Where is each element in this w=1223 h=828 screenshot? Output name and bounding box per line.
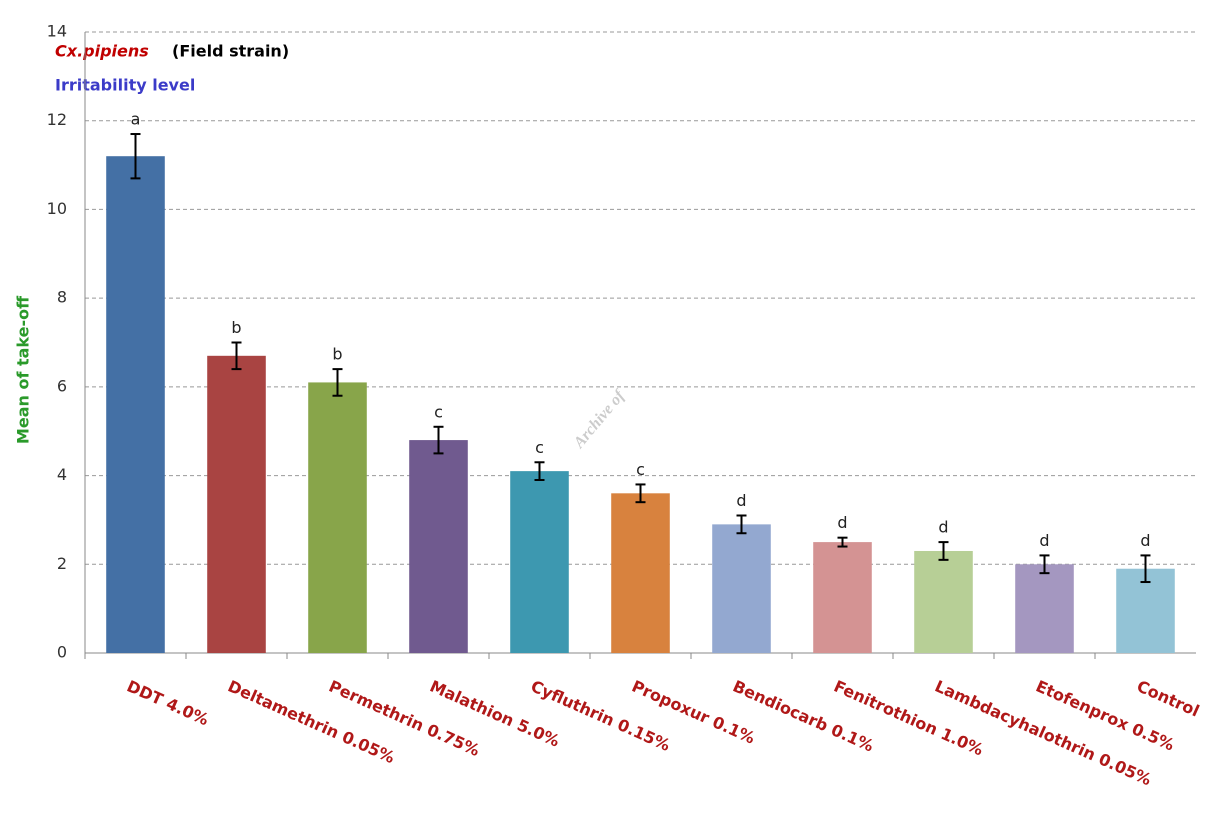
bar (106, 156, 165, 653)
bar (1015, 564, 1074, 653)
watermark: Archive of (570, 386, 629, 452)
letter-label: c (535, 438, 544, 457)
letter-label: c (636, 460, 645, 479)
letter-label: b (332, 345, 342, 364)
bar (611, 493, 670, 653)
bar (207, 355, 266, 653)
bar (813, 542, 872, 653)
y-tick-label: 8 (57, 288, 67, 307)
y-tick-label: 14 (47, 22, 67, 41)
heading: Irritability level (55, 76, 195, 95)
bar (914, 550, 973, 653)
chart-title: Cx.pipiens (55, 42, 149, 61)
bar (510, 471, 569, 653)
y-tick-label: 10 (47, 199, 67, 218)
letter-label: c (434, 402, 443, 421)
y-tick-label: 12 (47, 110, 67, 129)
letter-label: b (231, 318, 241, 337)
letter-label: d (1140, 531, 1150, 550)
letter-label: d (837, 513, 847, 532)
letter-label: d (736, 491, 746, 510)
y-tick-label: 6 (57, 376, 67, 395)
y-tick-label: 0 (57, 643, 67, 662)
bar (409, 440, 468, 653)
letter-label: d (938, 518, 948, 537)
x-tick-label: Control (1134, 676, 1202, 720)
x-tick-label: Deltamethrin 0.05% (225, 676, 398, 767)
chart-subtitle: (Field strain) (172, 42, 289, 61)
y-tick-label: 4 (57, 465, 67, 484)
y-axis-label: Mean of take-off (14, 295, 33, 444)
x-tick-label: DDT 4.0% (124, 676, 212, 729)
letter-label: d (1039, 531, 1049, 550)
bar (712, 524, 771, 653)
y-tick-label: 2 (57, 554, 67, 573)
bar (308, 382, 367, 653)
letter-label: a (131, 110, 141, 129)
